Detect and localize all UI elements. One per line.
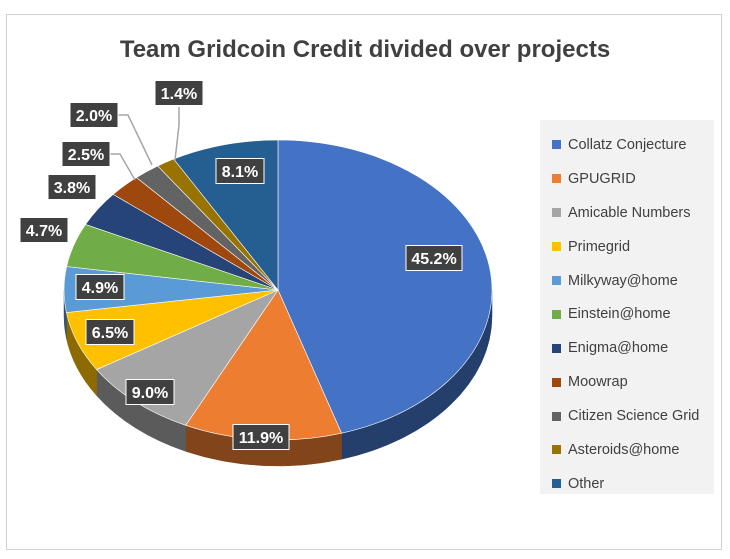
data-label-box-milkyway-home (75, 274, 125, 300)
legend-swatch (552, 242, 561, 252)
legend-item-milkyway-home: Milkyway@home (540, 264, 714, 298)
data-label-box-enigma-home (47, 174, 97, 200)
leader-line-moowrap (110, 153, 136, 181)
legend-item-primegrid: Primegrid (540, 230, 714, 264)
leader-line-citizen-science-grid (118, 114, 153, 166)
legend-label: Asteroids@home (568, 441, 680, 458)
legend-label: Amicable Numbers (568, 204, 691, 221)
data-label-amicable-numbers: 9.0% (132, 385, 168, 402)
legend-label: Einstein@home (568, 306, 671, 323)
data-label-collatz-conjecture: 45.2% (411, 251, 456, 268)
data-label-moowrap: 2.5% (68, 147, 104, 164)
legend-item-asteroids-home: Asteroids@home (540, 433, 714, 467)
legend-item-citizen-science-grid: Citizen Science Grid (540, 399, 714, 433)
legend-item-other: Other (540, 467, 714, 501)
leader-line-asteroids-home (174, 107, 180, 161)
legend-label: Other (568, 475, 605, 492)
legend-label: Collatz Conjecture (568, 136, 687, 153)
legend-swatch (552, 377, 561, 387)
data-label-other: 8.1% (222, 164, 258, 181)
data-label-einstein-home: 4.7% (26, 223, 62, 240)
legend-item-enigma-home: Enigma@home (540, 331, 714, 365)
legend-swatch (552, 343, 561, 353)
legend-label: Primegrid (568, 238, 631, 255)
data-label-box-moowrap (61, 141, 111, 167)
legend: Collatz Conjecture GPUGRID Amicable Number… (540, 120, 714, 494)
legend-item-einstein-home: Einstein@home (540, 297, 714, 331)
legend-swatch (552, 174, 561, 184)
data-label-box-gpugrid (232, 424, 290, 450)
legend-swatch (552, 208, 561, 218)
data-label-box-amicable-numbers (125, 379, 175, 405)
data-label-enigma-home: 3.8% (54, 180, 90, 197)
chart-title: Team Gridcoin Credit divided over projec… (119, 36, 611, 63)
legend-label: GPUGRID (568, 170, 636, 187)
data-label-citizen-science-grid: 2.0% (76, 108, 112, 125)
legend-swatch (552, 479, 561, 489)
legend-label: Milkyway@home (568, 272, 678, 289)
legend-item-gpugrid: GPUGRID (540, 162, 714, 196)
data-label-box-citizen-science-grid (69, 102, 119, 128)
legend-swatch (552, 140, 561, 150)
legend-item-collatz-conjecture: Collatz Conjecture (540, 128, 714, 162)
legend-item-moowrap: Moowrap (540, 365, 714, 399)
legend-swatch (552, 411, 561, 421)
legend-item-amicable-numbers: Amicable Numbers (540, 196, 714, 230)
data-label-gpugrid: 11.9% (239, 430, 283, 447)
legend-swatch (552, 309, 561, 319)
data-label-box-einstein-home (19, 217, 69, 243)
data-label-asteroids-home: 1.4% (161, 86, 197, 103)
legend-label: Citizen Science Grid (568, 408, 700, 425)
data-label-box-primegrid (85, 319, 135, 345)
legend-swatch (552, 276, 561, 285)
data-label-milkyway-home: 4.9% (82, 280, 118, 297)
data-label-box-collatz-conjecture (405, 245, 463, 271)
legend-swatch (552, 445, 561, 455)
data-label-primegrid: 6.5% (92, 325, 128, 342)
legend-label: Enigma@home (568, 340, 669, 357)
legend-label: Moowrap (568, 374, 628, 391)
data-label-box-other (215, 158, 265, 184)
pie-slice-collatz-conjecture (277, 139, 493, 434)
data-label-box-asteroids-home (154, 80, 204, 106)
